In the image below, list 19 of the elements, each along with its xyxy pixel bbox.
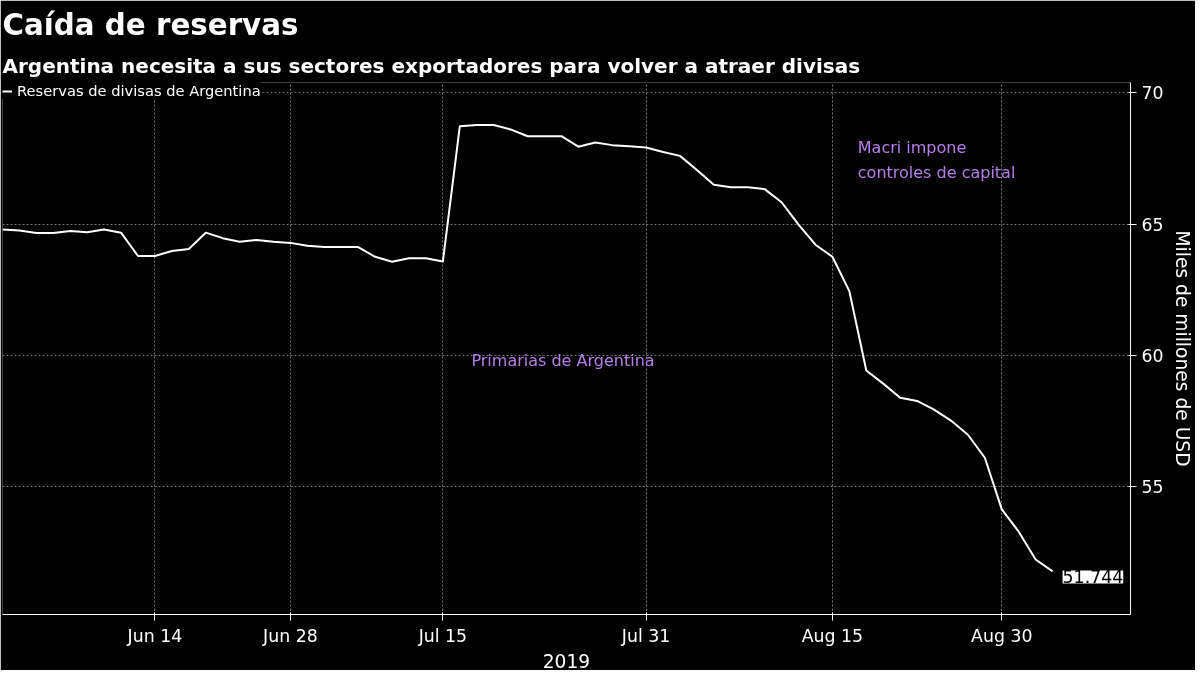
y-tick-label: 70	[1141, 83, 1164, 104]
y-axis-title: Miles de millones de USD	[1171, 230, 1193, 467]
annotation: Primarias de Argentina	[471, 350, 655, 370]
annotation: Macri impone controles de capital	[857, 138, 1016, 183]
x-tick-label: Jun 28	[262, 625, 318, 646]
x-tick-label: Jul 31	[620, 625, 671, 646]
x-tick-label: Aug 30	[971, 625, 1033, 646]
y-tick-label: 60	[1141, 345, 1164, 366]
y-tick-label: 55	[1141, 476, 1164, 497]
data-label: 51.744	[1062, 567, 1124, 588]
x-tick-label: Jul 15	[417, 625, 468, 646]
y-tick-label: 65	[1141, 214, 1164, 235]
chart-subtitle: Argentina necesita a sus sectores exportadores para volver a atraer divisas	[2, 53, 861, 78]
legend-label: Reservas de divisas de Argentina	[17, 82, 261, 99]
x-tick-label: Aug 15	[801, 625, 864, 646]
x-tick-label: Jun 14	[126, 625, 183, 646]
line-series	[2, 123, 1054, 573]
x-axis-title: 2019	[542, 650, 591, 672]
chart-title: Caída de reservas	[2, 7, 299, 42]
